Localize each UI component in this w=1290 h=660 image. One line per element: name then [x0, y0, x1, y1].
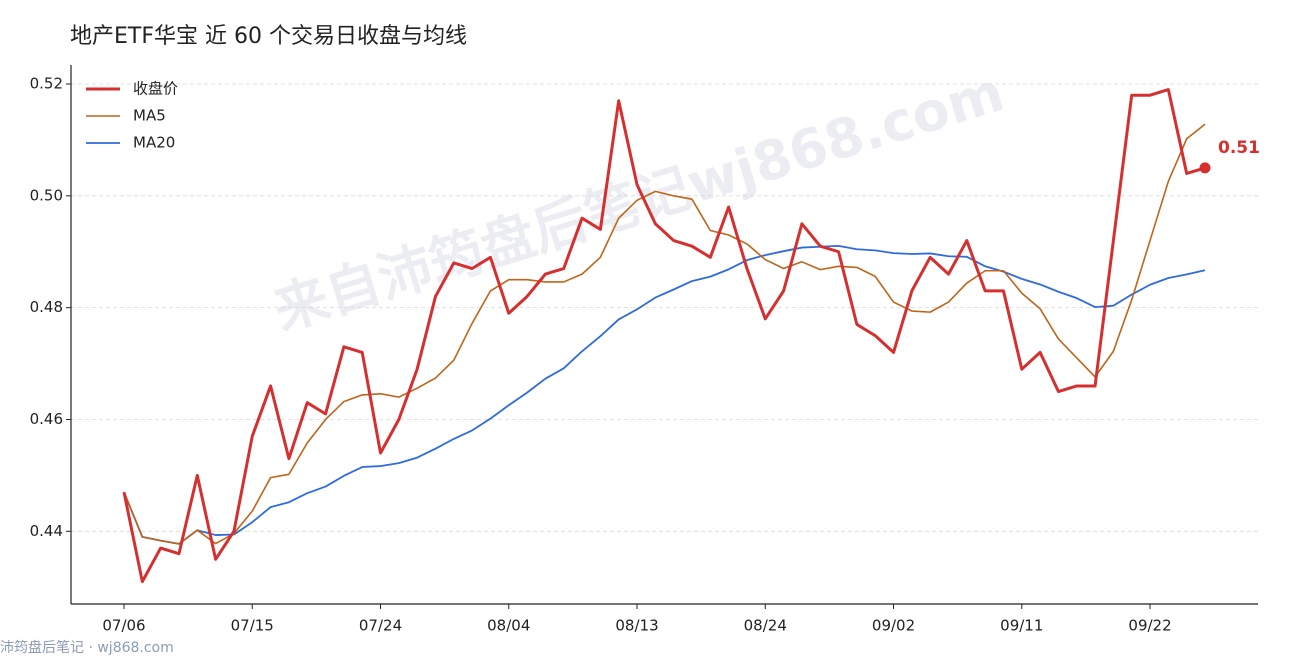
x-tick-label: 08/24	[744, 617, 787, 635]
legend-label: 收盘价	[133, 80, 178, 98]
legend-label: MA5	[133, 107, 166, 125]
y-tick-label: 0.50	[30, 186, 63, 204]
y-tick-label: 0.52	[30, 75, 63, 93]
series-line	[122, 88, 1206, 584]
y-tick-label: 0.48	[30, 298, 63, 316]
y-tick-label: 0.46	[30, 410, 63, 428]
x-tick-label: 07/24	[359, 617, 402, 635]
series-line	[123, 123, 1206, 545]
last-point	[1199, 162, 1211, 174]
x-tick-label: 08/04	[487, 617, 530, 635]
chart-title: 地产ETF华宝 近 60 个交易日收盘与均线	[70, 24, 467, 49]
footer: 沛筠盘后笔记 · wj868.com	[0, 639, 174, 656]
x-tick-label: 09/02	[872, 617, 915, 635]
y-tick-label: 0.44	[30, 522, 63, 540]
x-tick-label: 09/22	[1128, 617, 1171, 635]
value-label: 0.51	[1218, 138, 1260, 158]
series-line	[123, 244, 1206, 545]
x-tick-label: 07/06	[102, 617, 145, 635]
legend-label: MA20	[133, 134, 175, 152]
x-tick-label: 07/15	[231, 617, 274, 635]
watermark: 来自沛筠盘后笔记wj868.com	[267, 60, 1011, 342]
x-tick-label: 09/11	[1000, 617, 1043, 635]
x-tick-label: 08/13	[615, 617, 658, 635]
